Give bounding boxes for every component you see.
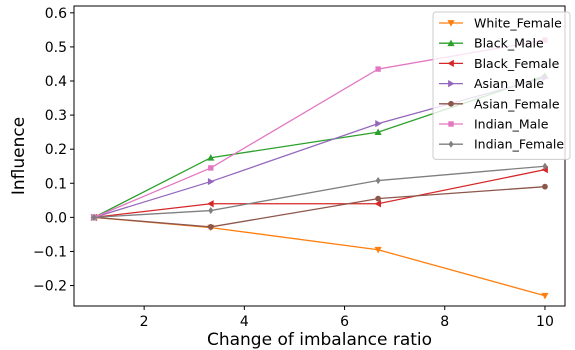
data-point-indian-male [375, 66, 381, 72]
series-white-female [90, 214, 549, 300]
series-line-asian-female [93, 186, 546, 228]
legend-label: White_Female [474, 16, 562, 31]
legend-item-black-female: Black_Female [439, 56, 560, 71]
legend-marker-asian-male [448, 80, 455, 88]
y-tick-label: 0.6 [45, 6, 67, 22]
y-tick-label: 0.4 [45, 74, 67, 90]
data-point-black-female [207, 200, 214, 208]
y-tick-label: 0.5 [45, 40, 67, 56]
legend-item-asian-female: Asian_Female [439, 96, 560, 111]
x-tick-label: 8 [440, 314, 449, 330]
data-point-black-male [207, 154, 215, 161]
y-tick-label: 0.2 [45, 142, 67, 158]
legend-label: Black_Male [474, 36, 544, 51]
legend-item-indian-female: Indian_Female [439, 137, 564, 152]
legend-marker-indian-male [448, 121, 454, 127]
data-point-asian-female [207, 224, 214, 230]
data-point-black-male [374, 128, 382, 136]
legend-marker-white-female [447, 20, 455, 27]
series-line-indian-female [94, 165, 546, 219]
legend-marker-asian-female [448, 100, 454, 107]
data-point-indian-female [542, 162, 548, 170]
legend-item-black-male: Black_Male [439, 36, 544, 51]
legend-marker-indian-female [448, 140, 454, 148]
ticks-layer: 2 4 6 8 10 −0.2 −0.1 0.0 0.1 0.2 0.3 0.4 0.5 0.6 [33, 6, 554, 330]
data-point-white-female [541, 292, 549, 300]
data-point-black-female [374, 200, 381, 208]
legend-marker-black-female [447, 59, 454, 67]
data-point-indian-male [208, 165, 214, 171]
series-line-white-female [93, 216, 546, 297]
data-point-indian-female [208, 206, 214, 215]
y-tick-label: 0.3 [45, 108, 67, 124]
legend: White_Female Black_Male Black_Female Asian_… [432, 11, 571, 160]
series-black-female [90, 166, 548, 221]
series-indian-female [91, 162, 548, 221]
y-tick-label: −0.1 [33, 244, 67, 260]
data-point-indian-female [91, 213, 97, 221]
data-point-asian-male [207, 177, 215, 186]
data-point-asian-female [542, 183, 548, 190]
x-tick-label: 6 [340, 314, 349, 330]
data-point-asian-male [375, 120, 382, 128]
legend-item-white-female: White_Female [439, 16, 562, 31]
data-point-indian-female [375, 176, 381, 185]
legend-item-indian-male: Indian_Male [439, 117, 549, 132]
legend-box [432, 11, 571, 160]
y-tick-label: 0.1 [45, 176, 67, 192]
legend-marker-black-male [447, 39, 455, 47]
y-tick-label: −0.2 [33, 279, 67, 295]
legend-label: Indian_Female [474, 137, 564, 152]
legend-item-asian-male: Asian_Male [439, 76, 544, 91]
x-tick-label: 4 [240, 314, 249, 330]
series-layer [90, 37, 549, 300]
legend-label: Asian_Male [474, 76, 544, 91]
legend-label: Black_Female [474, 56, 560, 71]
x-tick-label: 2 [140, 314, 149, 330]
legend-label: Indian_Male [474, 117, 549, 132]
y-axis-label: Influence [9, 117, 29, 195]
legend-label: Asian_Female [474, 96, 560, 111]
y-tick-label: 0.0 [45, 210, 67, 226]
x-axis-label: Change of imbalance ratio [207, 330, 432, 350]
data-point-asian-female [375, 195, 381, 202]
x-tick-label: 10 [536, 314, 554, 330]
series-line-black-female [93, 168, 546, 219]
data-point-white-female [374, 246, 382, 254]
